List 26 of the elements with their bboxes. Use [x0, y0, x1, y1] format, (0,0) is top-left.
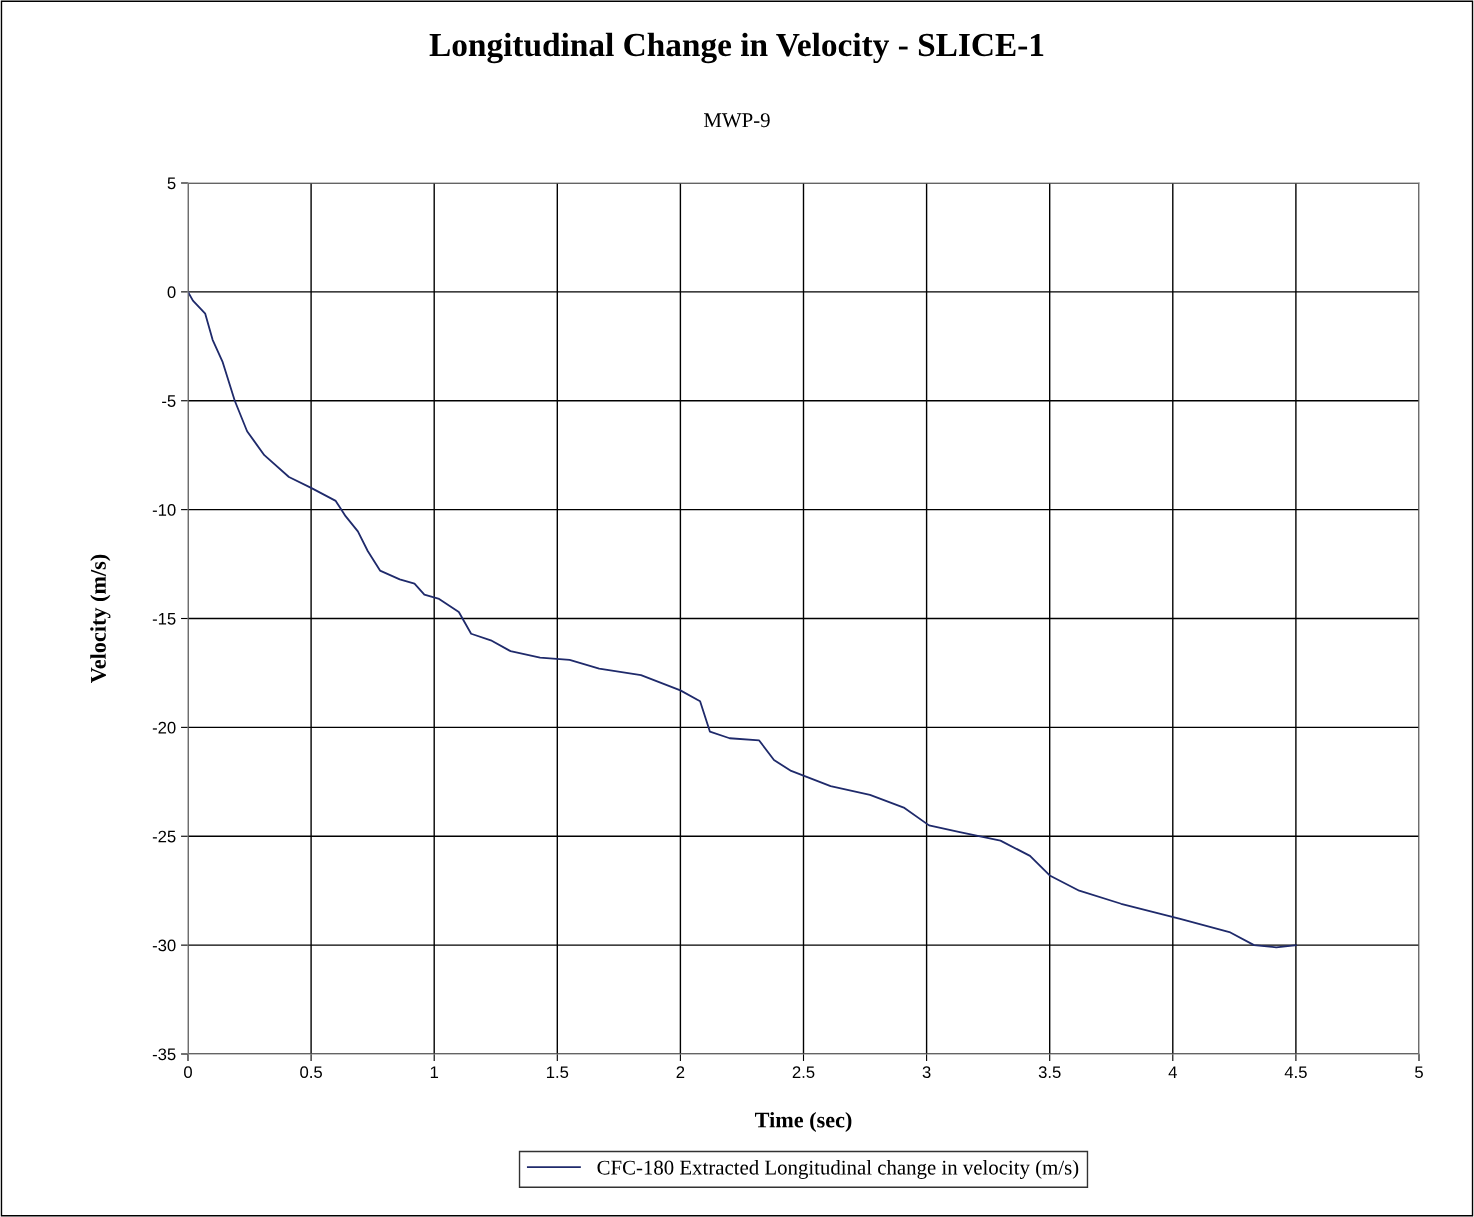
y-tick-label: 5 [167, 177, 176, 190]
x-tick-label: 0 [184, 1066, 192, 1079]
x-axis-title: Time (sec) [754, 1111, 852, 1133]
x-tick-label: 1 [430, 1066, 439, 1078]
x-tick-label: 4 [1168, 1066, 1177, 1078]
y-tick-label: -15 [152, 613, 176, 625]
y-tick-label: -20 [152, 721, 176, 734]
legend-label: CFC-180 Extracted Longitudinal change in velocity (m/s) [597, 1159, 1079, 1179]
x-tick-label: 4.5 [1284, 1066, 1307, 1079]
y-axis-title: Velocity (m/s) [90, 554, 111, 683]
chart-title: Longitudinal Change in Velocity - SLICE-1 [429, 32, 1044, 64]
x-tick-label: 3 [922, 1066, 931, 1079]
y-tick-label: -30 [152, 939, 176, 952]
y-tick-label: 0 [167, 286, 176, 299]
line-series [188, 290, 1297, 949]
x-tick-label: 0.5 [300, 1066, 322, 1079]
chart-subtitle: MWP-9 [704, 113, 770, 128]
y-tick-label: -35 [152, 1048, 176, 1061]
y-tick-label: -10 [152, 504, 176, 516]
y-tick-label: -5 [162, 395, 176, 407]
x-tick-label: 3.5 [1038, 1066, 1061, 1079]
x-tick-label: 5 [1415, 1066, 1423, 1079]
x-tick-label: 2 [676, 1066, 685, 1078]
x-tick-label: 2.5 [792, 1066, 815, 1079]
x-tick-label: 1.5 [546, 1066, 569, 1079]
y-tick-label: -25 [152, 830, 176, 843]
